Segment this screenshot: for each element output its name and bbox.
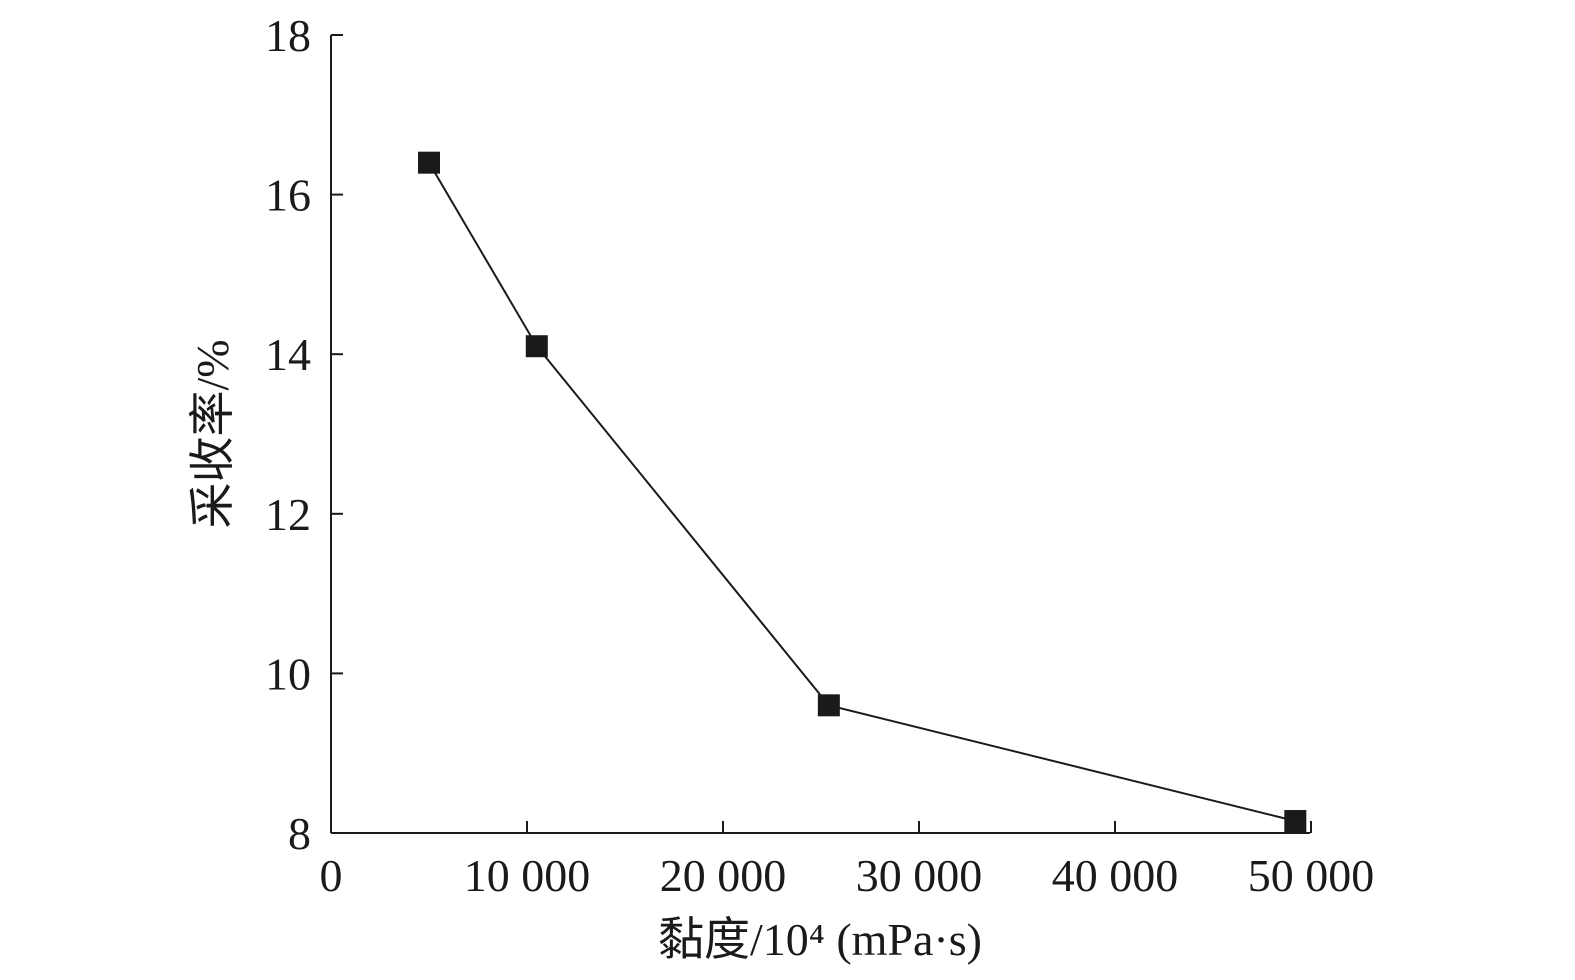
data-point-marker [1284, 810, 1307, 833]
x-axis-title: 黏度/10⁴ (mPa·s) [658, 914, 982, 965]
x-tick-label: 20 000 [660, 850, 787, 901]
series-layer [418, 151, 1307, 833]
y-ticks: 8 10 12 14 16 18 [265, 10, 343, 859]
y-tick-label: 10 [265, 648, 311, 699]
data-point-marker [418, 151, 440, 174]
y-tick-label: 12 [265, 489, 311, 540]
data-point-marker [817, 694, 840, 717]
axes [330, 35, 1310, 834]
y-tick-label: 16 [265, 170, 311, 221]
y-tick-label: 8 [288, 808, 311, 859]
data-point-marker [525, 335, 548, 358]
x-ticks: 0 10 000 20 000 30 000 40 000 50 000 [320, 821, 1375, 901]
x-tick-label: 30 000 [856, 850, 983, 901]
x-tick-label: 50 000 [1248, 850, 1375, 901]
y-axis-title: 采收率/% [187, 339, 238, 528]
x-tick-label: 0 [320, 850, 343, 901]
y-tick-label: 18 [265, 10, 311, 61]
y-tick-label: 14 [265, 329, 311, 380]
x-tick-label: 40 000 [1052, 850, 1179, 901]
x-tick-label: 10 000 [464, 850, 591, 901]
series-line [428, 162, 1296, 823]
